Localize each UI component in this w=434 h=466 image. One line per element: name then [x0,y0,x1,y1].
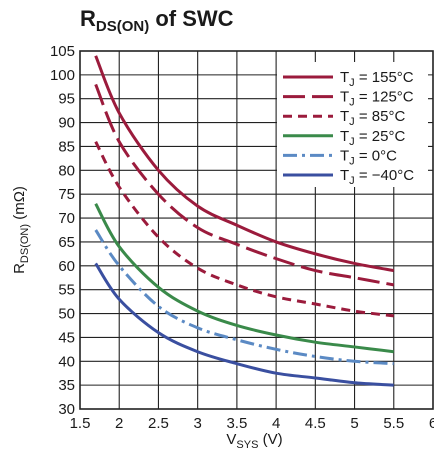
chart-title: RDS(ON) of SWC [80,6,234,35]
series-line [94,229,394,366]
y-axis-title: RDS(ON) (mΩ) [11,186,31,274]
x-tick-label: 4.5 [305,415,326,432]
x-tick-label: 5.5 [383,415,404,432]
x-tick-label: 2 [115,415,123,432]
series-line [94,262,394,387]
legend-label: TJ = 85°C [340,108,405,128]
y-tick-label: 105 [50,43,75,60]
y-tick-label: 85 [58,138,75,155]
legend-label: TJ = 0°C [340,147,397,167]
y-tick-label: 55 [58,282,75,299]
legend-label: TJ = 25°C [340,128,405,148]
y-tick-label: 75 [58,186,75,203]
y-tick-label: 65 [58,234,75,251]
y-tick-label: 80 [58,162,75,179]
y-tick-label: 30 [58,401,75,418]
y-tick-label: 60 [58,258,75,275]
legend-label: TJ = 125°C [340,89,414,109]
series-line [94,83,395,287]
series-line [94,141,394,318]
x-tick-label: 2.5 [148,415,169,432]
series-line [94,203,394,354]
y-tick-label: 100 [50,67,75,84]
y-tick-label: 40 [58,353,75,370]
legend-label: TJ = 155°C [340,69,414,89]
y-tick-label: 95 [58,91,75,108]
y-tick-label: 45 [58,329,75,346]
x-tick-label: 6 [429,415,434,432]
x-tick-label: 4 [272,415,280,432]
x-tick-label: 1.5 [70,415,91,432]
y-tick-label: 35 [58,377,75,394]
legend-background [277,62,428,187]
x-tick-label: 3 [193,415,201,432]
series-line [94,55,395,273]
plot-frame [79,50,434,410]
x-tick-label: 5 [350,415,358,432]
x-tick-label: 3.5 [226,415,247,432]
y-tick-label: 50 [58,306,75,323]
x-axis-title: VSYS (V) [226,431,282,451]
y-tick-label: 70 [58,210,75,227]
y-tick-label: 90 [58,115,75,132]
legend-label: TJ = −40°C [340,167,414,187]
